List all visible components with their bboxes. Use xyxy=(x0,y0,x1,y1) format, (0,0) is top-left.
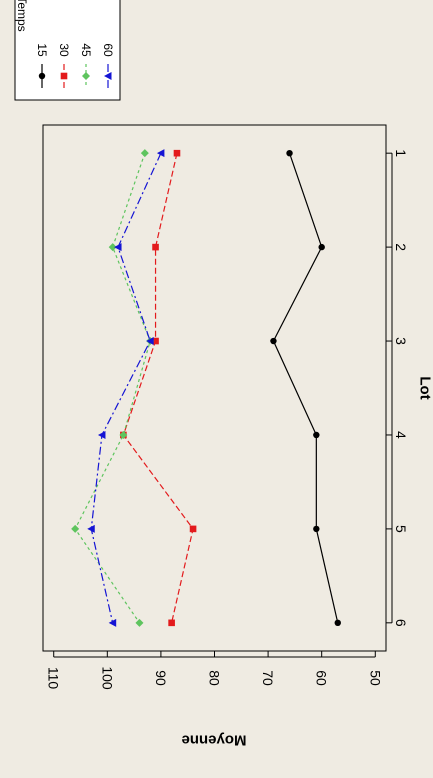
x-tick-label-2: 2 xyxy=(393,243,409,251)
legend-title: Temps xyxy=(15,0,29,32)
series-60 xyxy=(87,149,164,627)
axes-layer: 1 2 3 4 5 6 Lot 50 60 70 80 90 100 110 Moyenne xyxy=(46,149,433,748)
data-point-60-2 xyxy=(114,243,122,251)
plot-area xyxy=(43,125,386,651)
data-point-15-1 xyxy=(286,150,292,156)
legend-marker-30 xyxy=(61,73,68,80)
data-point-15-6 xyxy=(335,620,341,626)
data-point-30-2 xyxy=(152,244,159,251)
data-point-15-4 xyxy=(313,432,319,438)
legend-label-45: 45 xyxy=(79,43,93,57)
y-tick-label-90: 90 xyxy=(153,670,169,686)
series-45 xyxy=(71,149,154,627)
legend-label-15: 15 xyxy=(35,43,49,57)
x-tick-label-3: 3 xyxy=(393,337,409,345)
series-30 xyxy=(120,150,196,626)
x-tick-label-5: 5 xyxy=(393,525,409,533)
series-line-45 xyxy=(75,153,150,623)
data-point-30-1 xyxy=(174,150,181,157)
data-point-15-5 xyxy=(313,526,319,532)
series-line-30 xyxy=(123,153,193,623)
y-tick-label-110: 110 xyxy=(46,667,62,690)
data-point-45-1 xyxy=(141,149,149,157)
y-tick-label-60: 60 xyxy=(314,670,330,686)
x-axis-title: Lot xyxy=(417,376,433,399)
data-point-60-5 xyxy=(87,525,95,533)
y-axis-title: Moyenne xyxy=(181,732,246,749)
data-point-45-5 xyxy=(71,525,79,533)
x-tick-label-1: 1 xyxy=(393,149,409,157)
legend: Temps 15 30 45 60 xyxy=(15,0,120,100)
data-point-60-1 xyxy=(157,149,165,157)
x-tick-label-6: 6 xyxy=(393,619,409,627)
y-tick-label-70: 70 xyxy=(260,670,276,686)
data-point-15-2 xyxy=(318,244,324,250)
series-line-15 xyxy=(273,153,337,623)
series-15 xyxy=(270,150,341,626)
legend-label-60: 60 xyxy=(101,43,115,57)
data-point-30-6 xyxy=(168,620,175,627)
series-line-60 xyxy=(91,153,161,623)
series-layer xyxy=(71,149,341,627)
y-tick-label-50: 50 xyxy=(367,670,383,686)
y-tick-label-80: 80 xyxy=(207,670,223,686)
x-tick-label-4: 4 xyxy=(393,431,409,439)
data-point-15-3 xyxy=(270,338,276,344)
legend-label-30: 30 xyxy=(57,43,71,57)
data-point-30-5 xyxy=(190,526,197,533)
legend-marker-15 xyxy=(39,73,45,79)
y-tick-label-100: 100 xyxy=(99,666,115,690)
data-point-45-6 xyxy=(135,619,143,627)
